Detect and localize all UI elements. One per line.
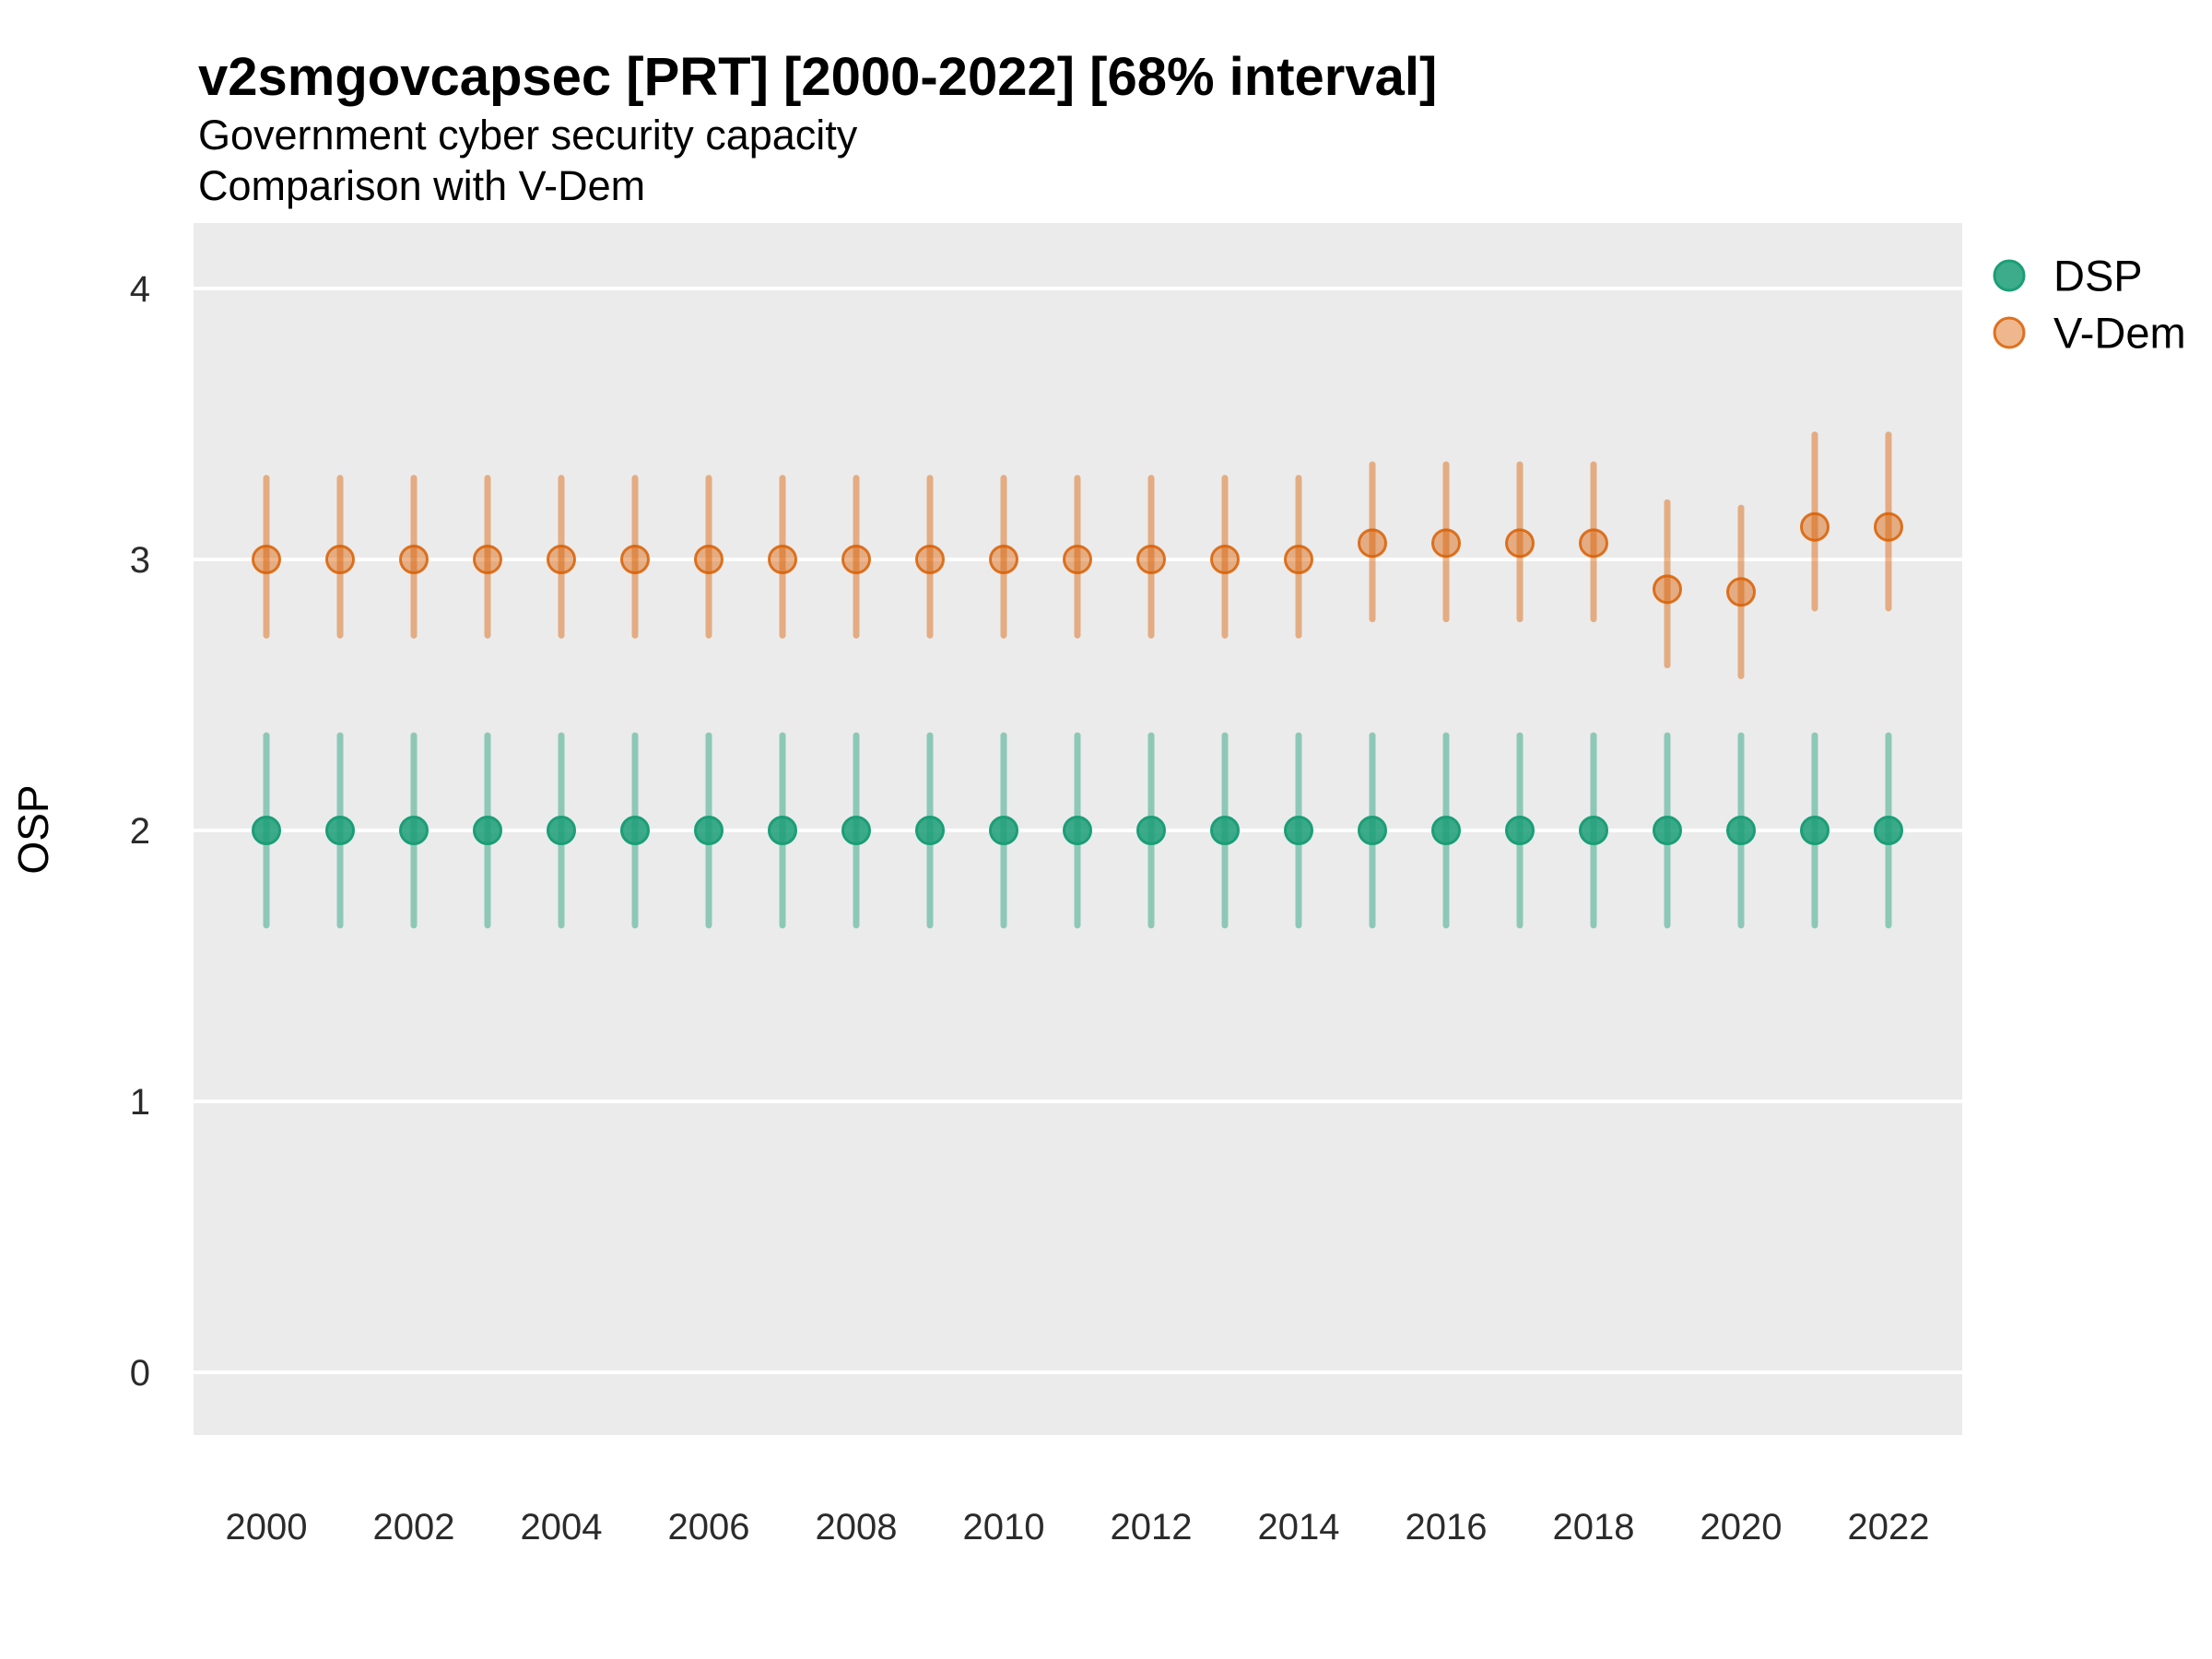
v-dem-point-2005: [620, 545, 650, 574]
dsp-point-2012: [1136, 816, 1166, 845]
dsp-point-2007: [768, 816, 797, 845]
v-dem-point-2014: [1284, 545, 1313, 574]
v-dem-point-2015: [1358, 528, 1387, 559]
legend-label-vdem: V-Dem: [2053, 309, 2186, 358]
v-dem-point-2006: [694, 545, 724, 574]
dsp-point-2017: [1505, 816, 1535, 845]
dsp-point-2005: [620, 816, 650, 845]
x-tick-label-2018: 2018: [1553, 1507, 1635, 1547]
y-tick-label-2: 2: [130, 811, 150, 852]
dsp-point-2000: [252, 816, 281, 845]
chart-subtitle-line2: Comparison with V-Dem: [198, 162, 645, 209]
v-dem-point-2003: [473, 545, 502, 574]
dsp-point-2020: [1726, 816, 1756, 845]
dsp-point-2018: [1579, 816, 1608, 845]
x-tick-label-2016: 2016: [1406, 1507, 1488, 1547]
v-dem-point-2019: [1653, 574, 1682, 605]
x-tick-label-2006: 2006: [668, 1507, 750, 1547]
dsp-point-2015: [1358, 816, 1387, 845]
x-tick-label-2008: 2008: [816, 1507, 898, 1547]
dsp-point-2014: [1284, 816, 1313, 845]
dsp-point-2011: [1063, 816, 1092, 845]
dsp-point-2013: [1210, 816, 1240, 845]
vdem-pointranges: [252, 431, 1903, 679]
legend-label-dsp: DSP: [2053, 252, 2143, 300]
x-axis-tick-labels: 2000 2002 2004 2006 2008 2010 2012 2014 2016 2018…: [226, 1507, 1930, 1547]
v-dem-point-2012: [1136, 545, 1166, 574]
dsp-point-2003: [473, 816, 502, 845]
chart-subtitle-line1: Government cyber security capacity: [198, 112, 858, 159]
v-dem-point-2017: [1505, 528, 1535, 559]
dsp-point-2019: [1653, 816, 1682, 845]
dsp-point-2008: [841, 816, 871, 845]
v-dem-point-2002: [399, 545, 429, 574]
v-dem-point-2020: [1726, 577, 1756, 607]
v-dem-point-2021: [1800, 512, 1830, 542]
v-dem-point-2000: [252, 545, 281, 574]
legend-swatch-dsp-icon: [1993, 259, 2026, 292]
dsp-point-2001: [325, 816, 355, 845]
v-dem-point-2022: [1874, 512, 1903, 542]
x-tick-label-2010: 2010: [963, 1507, 1045, 1547]
y-tick-label-4: 4: [130, 269, 150, 310]
dsp-pointranges: [252, 732, 1903, 929]
dsp-point-2002: [399, 816, 429, 845]
dsp-point-2010: [989, 816, 1018, 845]
legend-swatch-vdem-icon: [1993, 316, 2026, 349]
y-axis-title: OSP: [9, 784, 57, 874]
y-axis-tick-labels: 0 1 2 3 4: [130, 269, 150, 1394]
v-dem-point-2008: [841, 545, 871, 574]
v-dem-point-2013: [1210, 545, 1240, 574]
v-dem-point-2007: [768, 545, 797, 574]
dsp-point-2006: [694, 816, 724, 845]
y-tick-label-3: 3: [130, 540, 150, 581]
dsp-point-2022: [1874, 816, 1903, 845]
dsp-point-2016: [1431, 816, 1461, 845]
x-tick-label-2004: 2004: [521, 1507, 603, 1547]
chart-title: v2smgovcapsec [PRT] [2000-2022] [68% int…: [198, 47, 1437, 107]
v-dem-point-2004: [547, 545, 576, 574]
x-tick-label-2014: 2014: [1258, 1507, 1340, 1547]
dsp-point-2021: [1800, 816, 1830, 845]
legend: DSP V-Dem: [1993, 252, 2186, 358]
y-tick-label-1: 1: [130, 1082, 150, 1123]
dsp-point-2009: [915, 816, 945, 845]
x-tick-label-2000: 2000: [226, 1507, 308, 1547]
x-tick-label-2020: 2020: [1700, 1507, 1783, 1547]
v-dem-point-2009: [915, 545, 945, 574]
v-dem-point-2011: [1063, 545, 1092, 574]
v-dem-point-2016: [1431, 528, 1461, 559]
v-dem-point-2010: [989, 545, 1018, 574]
dsp-point-2004: [547, 816, 576, 845]
v-dem-point-2018: [1579, 528, 1608, 559]
x-tick-label-2002: 2002: [373, 1507, 455, 1547]
x-tick-label-2022: 2022: [1848, 1507, 1930, 1547]
y-tick-label-0: 0: [130, 1353, 150, 1394]
x-tick-label-2012: 2012: [1111, 1507, 1193, 1547]
v-dem-point-2001: [325, 545, 355, 574]
